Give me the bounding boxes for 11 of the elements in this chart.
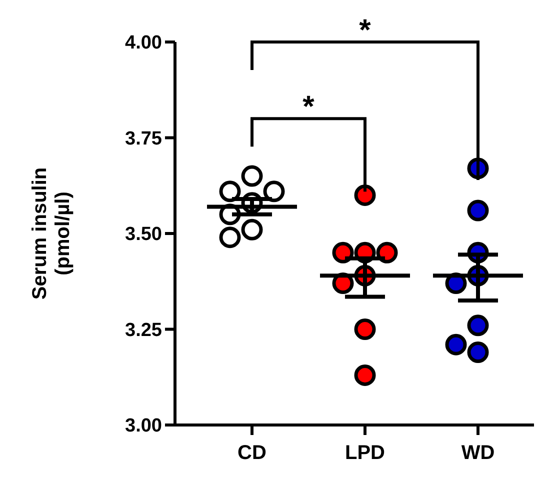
y-tick-label: 3.25 (125, 320, 162, 341)
y-tick-label: 3.50 (125, 224, 162, 246)
y-tick-label: 3.75 (125, 128, 162, 150)
annotation: * (359, 14, 372, 47)
x-tick-label: CD (238, 442, 266, 464)
y-tick-label: 3.00 (125, 416, 162, 437)
annotation: * (302, 90, 315, 124)
x-tick-label: WD (461, 442, 495, 464)
y-axis-title: Serum insulin (pmol/µl) (29, 167, 74, 300)
x-tick-label: LPD (345, 442, 385, 464)
y-tick-label: 4.00 (125, 32, 162, 54)
